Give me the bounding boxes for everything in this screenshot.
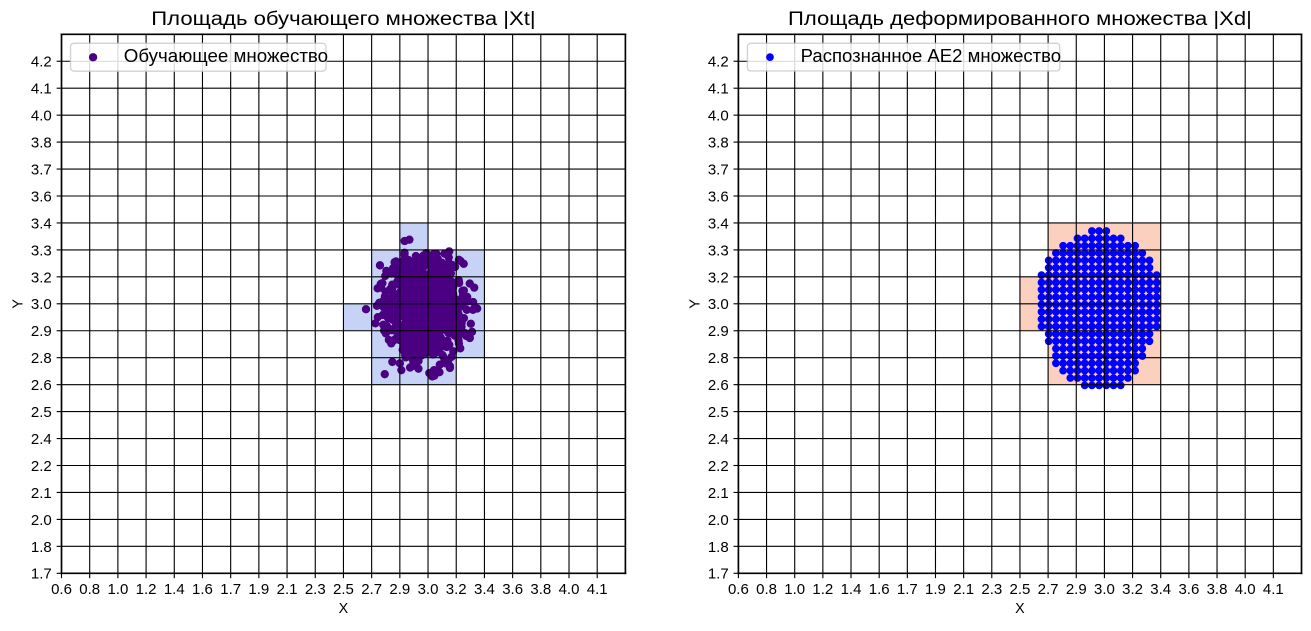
svg-text:2.4: 2.4 bbox=[708, 431, 729, 448]
svg-text:4.1: 4.1 bbox=[587, 581, 608, 598]
svg-text:3.8: 3.8 bbox=[1207, 581, 1228, 598]
svg-text:3.7: 3.7 bbox=[31, 161, 52, 178]
svg-text:4.1: 4.1 bbox=[1263, 581, 1284, 598]
svg-text:3.8: 3.8 bbox=[530, 581, 551, 598]
svg-text:2.7: 2.7 bbox=[1038, 581, 1059, 598]
svg-text:2.1: 2.1 bbox=[31, 485, 52, 502]
svg-text:0.6: 0.6 bbox=[728, 581, 749, 598]
svg-text:3.4: 3.4 bbox=[31, 215, 52, 232]
svg-text:3.0: 3.0 bbox=[418, 581, 439, 598]
svg-text:3.6: 3.6 bbox=[1178, 581, 1199, 598]
svg-text:3.6: 3.6 bbox=[502, 581, 523, 598]
svg-text:0.8: 0.8 bbox=[756, 581, 777, 598]
svg-text:1.0: 1.0 bbox=[107, 581, 128, 598]
svg-text:4.0: 4.0 bbox=[708, 108, 729, 125]
svg-text:1.4: 1.4 bbox=[841, 581, 862, 598]
svg-text:3.2: 3.2 bbox=[708, 269, 729, 286]
svg-text:3.2: 3.2 bbox=[446, 581, 467, 598]
svg-text:2.9: 2.9 bbox=[389, 581, 410, 598]
svg-text:Площадь обучающего множества |: Площадь обучающего множества |Xt| bbox=[151, 9, 535, 30]
svg-text:Y: Y bbox=[687, 299, 703, 309]
svg-text:2.5: 2.5 bbox=[31, 404, 52, 421]
svg-text:1.7: 1.7 bbox=[31, 566, 52, 583]
svg-text:3.4: 3.4 bbox=[474, 581, 495, 598]
svg-text:1.0: 1.0 bbox=[784, 581, 805, 598]
svg-text:1.6: 1.6 bbox=[869, 581, 890, 598]
svg-text:2.6: 2.6 bbox=[708, 377, 729, 394]
svg-text:2.2: 2.2 bbox=[31, 458, 52, 475]
svg-text:1.7: 1.7 bbox=[220, 581, 241, 598]
svg-text:1.9: 1.9 bbox=[925, 581, 946, 598]
svg-text:3.8: 3.8 bbox=[31, 135, 52, 152]
svg-text:3.0: 3.0 bbox=[31, 296, 52, 313]
svg-text:2.6: 2.6 bbox=[31, 377, 52, 394]
svg-text:4.0: 4.0 bbox=[31, 108, 52, 125]
svg-text:2.8: 2.8 bbox=[31, 350, 52, 367]
svg-text:2.1: 2.1 bbox=[953, 581, 974, 598]
svg-text:3.3: 3.3 bbox=[31, 242, 52, 259]
svg-text:1.2: 1.2 bbox=[812, 581, 833, 598]
svg-text:Распознанное АЕ2 множество: Распознанное АЕ2 множество bbox=[801, 46, 1061, 66]
svg-text:3.3: 3.3 bbox=[708, 242, 729, 259]
svg-text:Площадь деформированного множе: Площадь деформированного множества |Xd| bbox=[788, 9, 1252, 30]
svg-text:1.2: 1.2 bbox=[136, 581, 157, 598]
svg-text:4.1: 4.1 bbox=[31, 81, 52, 98]
svg-text:3.0: 3.0 bbox=[708, 296, 729, 313]
svg-text:1.8: 1.8 bbox=[31, 539, 52, 556]
svg-text:2.2: 2.2 bbox=[708, 458, 729, 475]
svg-text:2.3: 2.3 bbox=[981, 581, 1002, 598]
svg-text:3.6: 3.6 bbox=[708, 188, 729, 205]
svg-text:2.9: 2.9 bbox=[31, 323, 52, 340]
svg-text:3.8: 3.8 bbox=[708, 135, 729, 152]
svg-text:1.4: 1.4 bbox=[164, 581, 185, 598]
svg-text:3.2: 3.2 bbox=[31, 269, 52, 286]
svg-text:X: X bbox=[339, 601, 349, 617]
svg-text:2.1: 2.1 bbox=[277, 581, 298, 598]
svg-text:3.2: 3.2 bbox=[1122, 581, 1143, 598]
svg-text:3.0: 3.0 bbox=[1094, 581, 1115, 598]
svg-text:Обучающее множество: Обучающее множество bbox=[124, 46, 328, 66]
svg-text:4.2: 4.2 bbox=[31, 54, 52, 71]
svg-text:0.6: 0.6 bbox=[51, 581, 72, 598]
svg-text:3.4: 3.4 bbox=[708, 215, 729, 232]
svg-text:4.2: 4.2 bbox=[708, 54, 729, 71]
svg-text:2.0: 2.0 bbox=[708, 512, 729, 529]
svg-text:3.7: 3.7 bbox=[708, 161, 729, 178]
svg-text:1.8: 1.8 bbox=[708, 539, 729, 556]
svg-text:2.8: 2.8 bbox=[708, 350, 729, 367]
svg-text:2.7: 2.7 bbox=[361, 581, 382, 598]
svg-text:1.9: 1.9 bbox=[248, 581, 269, 598]
svg-text:4.0: 4.0 bbox=[559, 581, 580, 598]
svg-text:2.5: 2.5 bbox=[1010, 581, 1031, 598]
svg-text:4.0: 4.0 bbox=[1235, 581, 1256, 598]
svg-text:3.6: 3.6 bbox=[31, 188, 52, 205]
svg-text:Y: Y bbox=[10, 299, 26, 309]
svg-text:1.7: 1.7 bbox=[897, 581, 918, 598]
svg-text:4.1: 4.1 bbox=[708, 81, 729, 98]
svg-text:2.1: 2.1 bbox=[708, 485, 729, 502]
svg-text:2.5: 2.5 bbox=[333, 581, 354, 598]
svg-text:2.0: 2.0 bbox=[31, 512, 52, 529]
svg-text:X: X bbox=[1015, 601, 1025, 617]
svg-text:1.6: 1.6 bbox=[192, 581, 213, 598]
svg-text:2.3: 2.3 bbox=[305, 581, 326, 598]
svg-text:3.4: 3.4 bbox=[1150, 581, 1171, 598]
svg-text:2.5: 2.5 bbox=[708, 404, 729, 421]
svg-text:0.8: 0.8 bbox=[79, 581, 100, 598]
svg-text:2.9: 2.9 bbox=[1066, 581, 1087, 598]
svg-text:1.7: 1.7 bbox=[708, 566, 729, 583]
svg-text:2.9: 2.9 bbox=[708, 323, 729, 340]
svg-text:2.4: 2.4 bbox=[31, 431, 52, 448]
